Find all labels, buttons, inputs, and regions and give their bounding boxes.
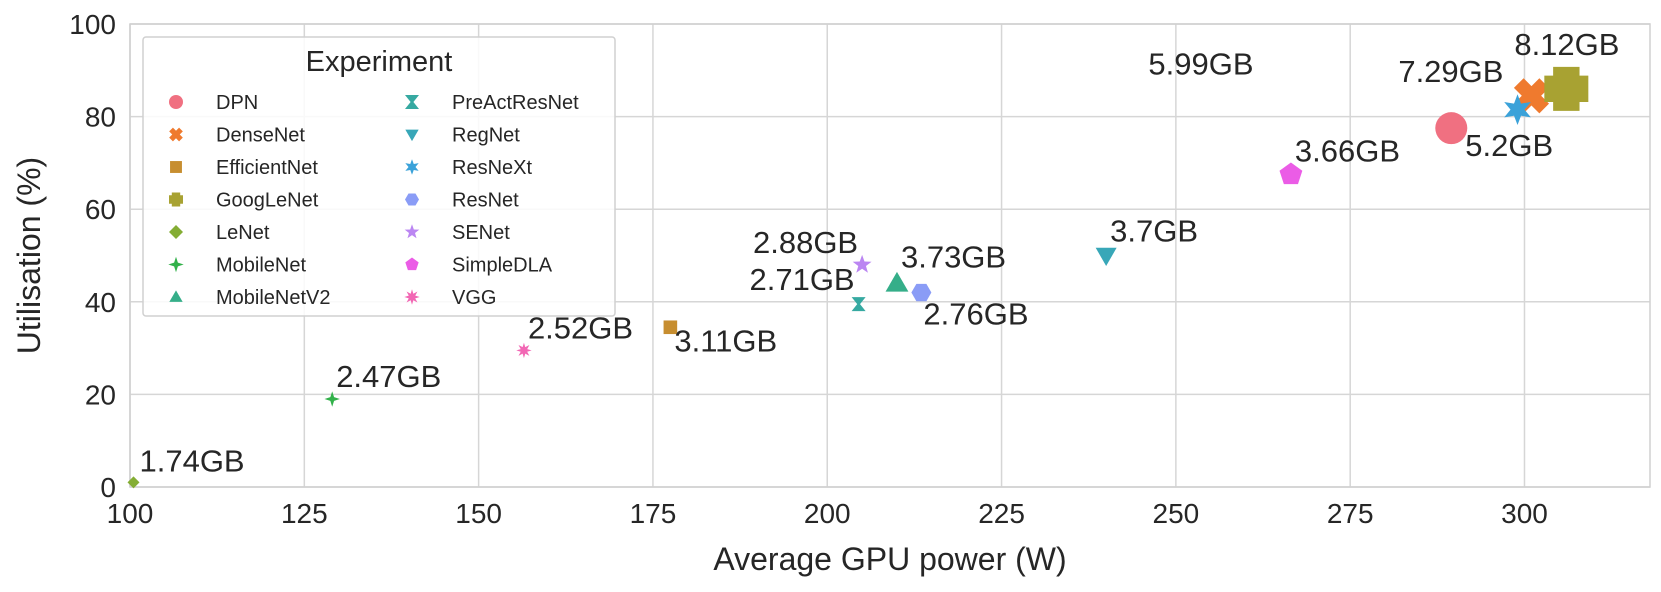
- legend-item-resnet: ResNet: [405, 190, 519, 212]
- x-tick-label: 225: [978, 498, 1025, 529]
- annotation-googlenet: 8.12GB: [1514, 27, 1619, 62]
- legend-marker-resnet: [405, 193, 419, 206]
- data-points: [127, 66, 1589, 489]
- legend-item-senet: SENet: [404, 222, 510, 244]
- point-dpn: [1435, 112, 1468, 145]
- annotation-mobilenetv2: 3.73GB: [901, 239, 1006, 274]
- x-axis-label: Average GPU power (W): [713, 541, 1066, 577]
- legend-marker-resnext: [405, 159, 419, 175]
- annotation-mobilenet: 2.47GB: [336, 359, 441, 394]
- point-simpledla: [1279, 162, 1303, 185]
- x-tick-label: 125: [281, 498, 328, 529]
- legend-marker-lenet: [169, 225, 183, 239]
- legend-item-resnext: ResNeXt: [405, 157, 532, 179]
- x-shape: [169, 127, 183, 142]
- legend-marker-preactresnet: [405, 95, 419, 109]
- point-preactresnet: [851, 297, 866, 312]
- y-tick-label: 60: [85, 194, 116, 225]
- legend-marker-googlenet: [169, 192, 183, 207]
- y-tick-label: 0: [100, 472, 116, 503]
- legend-item-lenet: LeNet: [169, 222, 270, 244]
- legend-marker-simpledla: [405, 257, 419, 271]
- annotation-lenet: 1.74GB: [139, 443, 244, 478]
- point-annotations: 5.2GB 7.29GB 3.11GB 8.12GB 1.74GB 2.47GB 3.73G…: [139, 27, 1619, 479]
- point-mobilenetv2: [885, 271, 909, 292]
- annotation-regnet: 3.7GB: [1110, 214, 1198, 249]
- point-googlenet: [1544, 66, 1589, 111]
- annotation-senet: 2.88GB: [753, 225, 858, 260]
- legend-box: [142, 36, 616, 317]
- legend-label-resnext: ResNeXt: [452, 157, 532, 179]
- legend-label-simpledla: SimpleDLA: [452, 255, 553, 277]
- legend-item-vgg: VGG: [404, 287, 496, 309]
- x-tick-label: 250: [1153, 498, 1200, 529]
- legend-marker-mobilenetv2: [169, 290, 183, 302]
- legend-label-efficientnet: EfficientNet: [216, 157, 318, 179]
- y-tick-label: 40: [85, 287, 116, 318]
- legend-label-googlenet: GoogLeNet: [216, 190, 319, 212]
- legend-marker-dpn: [169, 95, 183, 109]
- legend-item-regnet: RegNet: [405, 125, 520, 147]
- x-tick-label: 100: [107, 498, 154, 529]
- legend-label-resnet: ResNet: [452, 190, 519, 212]
- annotation-simpledla: 3.66GB: [1295, 133, 1400, 168]
- legend-label-mobilenetv2: MobileNetV2: [216, 287, 331, 309]
- annotation-densenet: 7.29GB: [1398, 54, 1503, 89]
- annotation-resnext: 5.99GB: [1148, 47, 1253, 82]
- annotation-preactresnet: 2.71GB: [749, 262, 854, 297]
- legend-label-densenet: DenseNet: [216, 125, 305, 147]
- plot-frame: [129, 23, 1651, 488]
- legend-item-dpn: DPN: [169, 92, 258, 114]
- legend-marker-senet: [404, 224, 420, 239]
- legend-marker-regnet: [405, 129, 419, 142]
- legend-item-googlenet: GoogLeNet: [169, 190, 319, 212]
- y-axis-label: Utilisation (%): [11, 157, 47, 354]
- annotation-efficientnet: 3.11GB: [674, 323, 777, 358]
- x-tick-label: 200: [804, 498, 851, 529]
- annotation-dpn: 5.2GB: [1465, 128, 1553, 163]
- x-tick-label: 300: [1501, 498, 1548, 529]
- legend: Experiment DPN DenseNet EfficientNet GoogLe…: [142, 36, 616, 317]
- point-lenet: [127, 476, 140, 489]
- legend-item-densenet: DenseNet: [169, 125, 305, 147]
- y-tick-label: 100: [69, 9, 116, 40]
- y-tick-label: 20: [85, 379, 116, 410]
- legend-label-lenet: LeNet: [216, 222, 270, 244]
- legend-item-simpledla: SimpleDLA: [405, 255, 553, 277]
- legend-items: DPN DenseNet EfficientNet GoogLeNet LeNet Mob…: [168, 92, 579, 309]
- point-efficientnet: [663, 320, 678, 335]
- legend-item-mobilenetv2: MobileNetV2: [169, 287, 331, 309]
- annotation-resnet: 2.76GB: [923, 297, 1028, 332]
- legend-item-mobilenet: MobileNet: [168, 255, 306, 277]
- legend-marker-efficientnet: [170, 161, 182, 173]
- x-tick-label: 275: [1327, 498, 1374, 529]
- legend-marker-densenet: [169, 127, 183, 142]
- legend-label-senet: SENet: [452, 222, 510, 244]
- y-tick-label: 80: [85, 102, 116, 133]
- point-mobilenet: [324, 391, 340, 407]
- point-regnet: [1095, 247, 1117, 266]
- x-tick-label: 175: [630, 498, 677, 529]
- legend-marker-vgg: [404, 289, 420, 305]
- legend-label-vgg: VGG: [452, 287, 496, 309]
- x-tick-label: 150: [455, 498, 502, 529]
- legend-label-preactresnet: PreActResNet: [452, 92, 579, 114]
- legend-item-efficientnet: EfficientNet: [170, 157, 318, 179]
- point-resnext: [1504, 94, 1531, 126]
- point-resnet: [911, 283, 932, 302]
- legend-label-dpn: DPN: [216, 92, 258, 114]
- legend-item-preactresnet: PreActResNet: [405, 92, 579, 114]
- legend-title: Experiment: [306, 46, 453, 78]
- legend-label-regnet: RegNet: [452, 125, 520, 147]
- legend-marker-mobilenet: [168, 256, 184, 273]
- point-vgg: [516, 342, 532, 359]
- point-senet: [852, 254, 872, 273]
- legend-label-mobilenet: MobileNet: [216, 255, 306, 277]
- tick-labels: 100 125 150 175 200 225 250 275 300 0 20 40 60 80 100: [69, 9, 1548, 529]
